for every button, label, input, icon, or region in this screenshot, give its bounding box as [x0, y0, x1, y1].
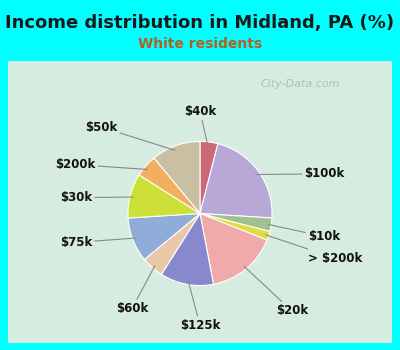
Wedge shape	[139, 158, 200, 214]
Wedge shape	[144, 214, 200, 274]
Text: $200k: $200k	[55, 158, 148, 171]
Text: > $200k: > $200k	[266, 235, 362, 265]
FancyBboxPatch shape	[8, 61, 392, 343]
Wedge shape	[200, 214, 272, 231]
Text: White residents: White residents	[138, 37, 262, 51]
Text: $30k: $30k	[60, 191, 133, 204]
Text: $10k: $10k	[268, 224, 340, 243]
Wedge shape	[154, 141, 200, 214]
Text: City-Data.com: City-Data.com	[260, 79, 340, 89]
Text: $50k: $50k	[85, 120, 175, 150]
Wedge shape	[161, 214, 214, 286]
Wedge shape	[200, 214, 267, 284]
Text: $40k: $40k	[184, 105, 216, 145]
Text: Income distribution in Midland, PA (%): Income distribution in Midland, PA (%)	[6, 14, 394, 32]
Wedge shape	[128, 175, 200, 218]
Text: $100k: $100k	[256, 167, 345, 180]
Wedge shape	[200, 144, 272, 218]
FancyBboxPatch shape	[8, 61, 392, 343]
Text: $60k: $60k	[116, 266, 155, 315]
Text: $20k: $20k	[244, 266, 308, 317]
Wedge shape	[200, 214, 270, 240]
Wedge shape	[128, 214, 200, 259]
Wedge shape	[200, 141, 218, 214]
Text: $125k: $125k	[180, 281, 220, 332]
Text: $75k: $75k	[60, 236, 136, 249]
